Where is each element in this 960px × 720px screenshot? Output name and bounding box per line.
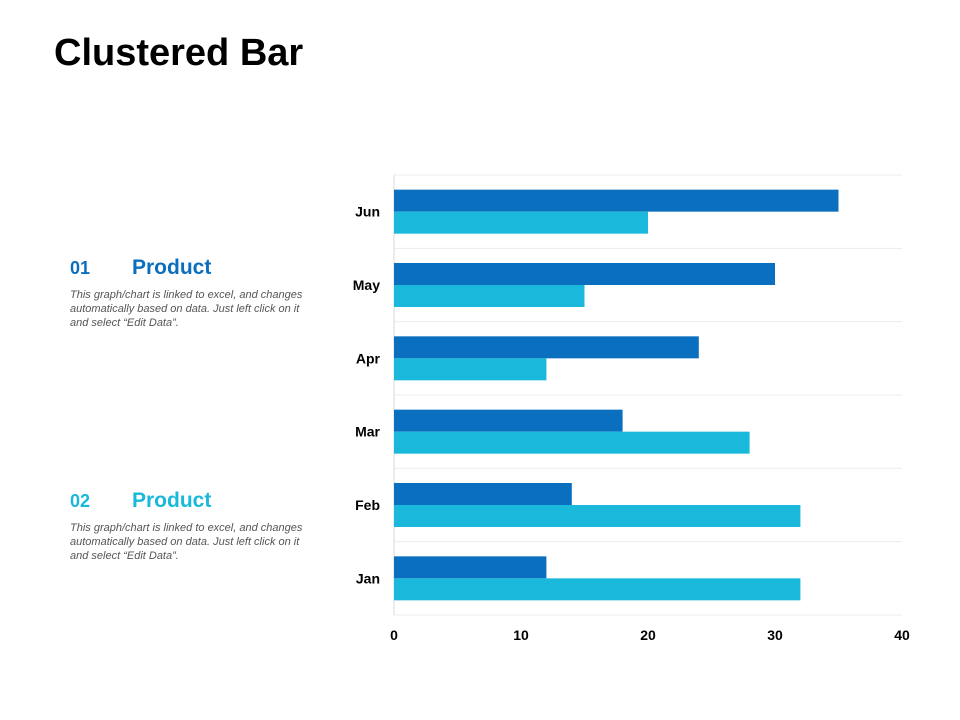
x-tick-label: 10 [513, 627, 529, 643]
bar-jan-series-2 [394, 578, 801, 601]
x-tick-label: 0 [390, 627, 398, 643]
legend-description: This graph/chart is linked to excel, and… [70, 522, 303, 562]
bar-mar-series-1 [394, 409, 623, 432]
bar-apr-series-1 [394, 336, 699, 359]
category-label: Jun [355, 204, 380, 220]
category-label: Mar [355, 424, 380, 440]
bar-jan-series-1 [394, 556, 547, 579]
legend-number: 02 [70, 491, 91, 511]
bar-feb-series-1 [394, 483, 572, 505]
legend-item-product-02: 02 Product This graph/chart is linked to… [70, 489, 310, 563]
x-tick-label: 20 [640, 627, 656, 643]
bar-may-series-2 [394, 285, 585, 307]
page-title: Clustered Bar [54, 32, 304, 74]
bar-jun-series-2 [394, 211, 648, 234]
category-label: May [353, 277, 380, 293]
legend-item-product-01: 01 Product This graph/chart is linked to… [70, 256, 310, 330]
category-label: Feb [355, 497, 380, 513]
bar-mar-series-2 [394, 431, 750, 454]
legend-number: 01 [70, 258, 91, 278]
legend-description: This graph/chart is linked to excel, and… [70, 289, 303, 329]
legend-label: Product [132, 489, 212, 512]
category-label: Apr [356, 350, 381, 366]
bar-apr-series-2 [394, 358, 547, 381]
bar-jun-series-1 [394, 189, 839, 212]
legend-label: Product [132, 256, 212, 279]
bar-may-series-1 [394, 263, 775, 285]
x-tick-label: 30 [767, 627, 783, 643]
bar-feb-series-2 [394, 505, 801, 527]
x-tick-label: 40 [894, 627, 910, 643]
category-label: Jan [356, 570, 380, 586]
